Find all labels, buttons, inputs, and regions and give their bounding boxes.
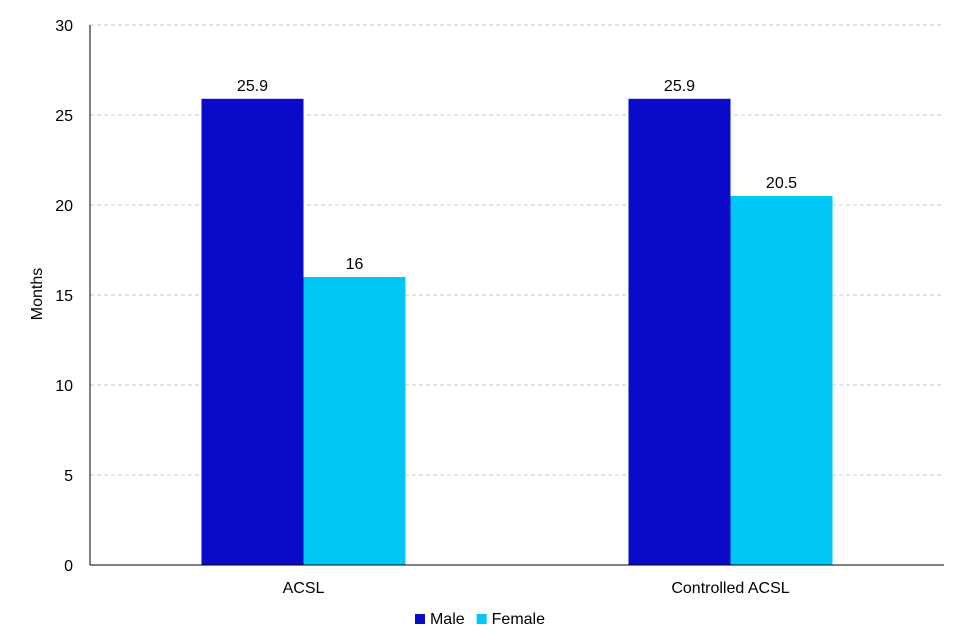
data-label-male-2: 25.9 <box>664 78 695 95</box>
bar-female-2 <box>730 196 833 565</box>
data-label-female-1: 16 <box>346 256 364 273</box>
data-label-female-2: 20.5 <box>766 175 797 192</box>
bar-female-1 <box>303 277 406 565</box>
legend-label-male: Male <box>430 611 465 628</box>
y-tick-label: 30 <box>55 18 73 35</box>
legend-swatch-male <box>414 614 425 624</box>
legend-swatch-female <box>476 614 487 624</box>
y-tick-label: 10 <box>55 378 73 395</box>
y-tick-label: 5 <box>64 468 73 485</box>
bars <box>201 98 833 566</box>
x-tick-label: ACSL <box>283 580 325 597</box>
data-labels: 25.9 16 25.9 20.5 <box>237 78 797 273</box>
y-tick-label: 25 <box>55 108 73 125</box>
x-tick-label: Controlled ACSL <box>671 580 789 597</box>
legend-label-female: Female <box>492 611 545 628</box>
axes: 0 5 10 15 20 25 30 ACSL Controlled ACSL <box>55 18 944 597</box>
data-label-male-1: 25.9 <box>237 78 268 95</box>
bar-male-2 <box>628 98 731 566</box>
legend: Male Female <box>414 611 545 628</box>
y-axis-title: Months <box>29 268 46 320</box>
y-tick-label: 0 <box>64 558 73 575</box>
y-tick-label: 15 <box>55 288 73 305</box>
y-tick-label: 20 <box>55 198 73 215</box>
bar-male-1 <box>201 98 304 566</box>
